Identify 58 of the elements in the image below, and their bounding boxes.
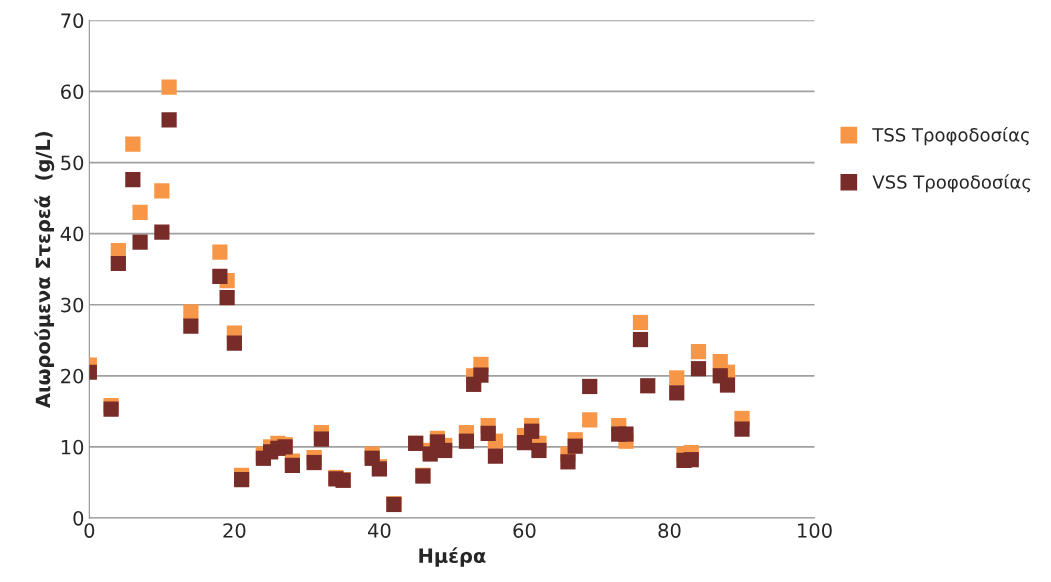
point [487, 448, 504, 464]
point [437, 442, 453, 459]
point [125, 172, 141, 188]
y-axis-title: Αιωρούμενα Στερεά (g/L) [34, 131, 55, 408]
point [161, 79, 177, 95]
point [480, 425, 496, 441]
point [219, 290, 235, 306]
point [458, 433, 475, 449]
point [473, 367, 489, 383]
x-tick-label: 100 [798, 523, 832, 538]
point [110, 255, 126, 272]
point [161, 112, 177, 128]
point [154, 183, 170, 199]
point [132, 234, 148, 250]
point [640, 378, 656, 394]
point [582, 378, 598, 395]
point [669, 370, 685, 386]
point [632, 331, 649, 348]
point [683, 452, 699, 468]
legend-label: VSS Τροφοδοσίας [872, 174, 1031, 193]
y-tick-label: 60 [61, 84, 84, 100]
point [719, 377, 736, 393]
y-tick-label: 40 [60, 226, 84, 242]
point [212, 268, 228, 284]
y-tick-label: 20 [61, 368, 84, 384]
point [690, 344, 707, 360]
point [531, 442, 547, 459]
point [524, 423, 540, 439]
y-tick-label: 50 [61, 155, 84, 171]
x-tick-label: 60 [513, 523, 536, 538]
y-tick-label: 30 [61, 297, 84, 313]
point [132, 204, 148, 220]
point [284, 457, 300, 473]
point [306, 454, 322, 471]
point [226, 335, 242, 351]
point [234, 471, 250, 488]
y-tick-label: 10 [61, 439, 84, 455]
point [632, 314, 649, 331]
point [690, 361, 707, 377]
point [734, 421, 750, 437]
point [560, 454, 576, 470]
legend-label: TSS Τροφοδοσίας [872, 127, 1029, 146]
point [313, 431, 329, 447]
point [582, 412, 598, 428]
x-axis-title: Ημέρα [419, 547, 486, 567]
point [212, 244, 228, 260]
x-tick-label: 40 [367, 523, 391, 538]
point [154, 224, 170, 240]
x-tick-label: 20 [223, 523, 246, 538]
y-tick-label: 0 [73, 510, 84, 526]
point [125, 136, 141, 152]
x-tick-label: 80 [658, 523, 681, 538]
y-tick-label: 70 [61, 13, 84, 29]
x-tick-label: 0 [84, 523, 95, 538]
point [669, 385, 685, 401]
point [183, 318, 199, 334]
point [567, 438, 583, 454]
point [618, 426, 634, 442]
